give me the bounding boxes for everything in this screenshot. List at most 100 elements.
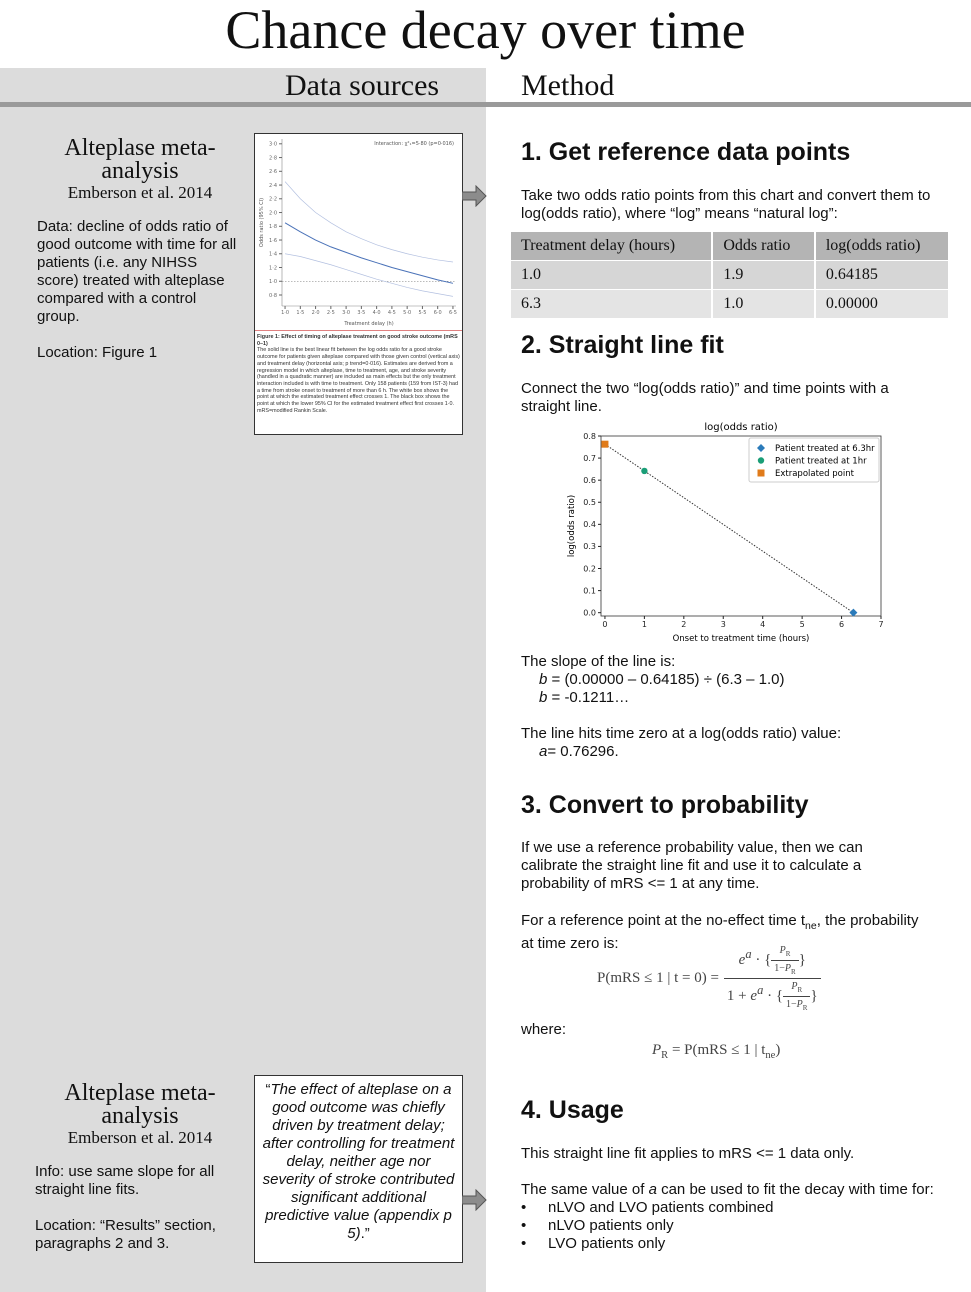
- paragraph: Info: use same slope for all straight li…: [35, 1163, 215, 1198]
- expression: = 0.76296.: [547, 743, 619, 760]
- y-tick-label: 0.1: [583, 586, 596, 595]
- x-axis-label: Onset to treatment time (hours): [673, 634, 810, 644]
- y-tick-label: 2·6: [269, 169, 277, 175]
- paragraph: Location: “Results” section, paragraphs …: [35, 1217, 216, 1252]
- x-tick-label: 3: [721, 620, 726, 629]
- series-line: [284, 253, 454, 297]
- legend-marker: [757, 469, 765, 477]
- annotation: Interaction: χ²₁=5·80 (p=0·016): [374, 141, 454, 147]
- series-line: [284, 222, 454, 284]
- text: For a reference point at the no-effect t…: [521, 912, 806, 929]
- sym: {: [775, 987, 784, 1004]
- sym: R: [661, 1050, 669, 1061]
- fit-line: [604, 443, 854, 614]
- section-heading: 1. Get reference data points: [521, 138, 851, 166]
- bullet-text: nLVO patients only: [548, 1217, 674, 1234]
- figure-thumbnail: 1·0 1·5 2·0 2·5 3·0 3·5 4·0 4·5 5·0 5·5 6·0 6·5 0·8 1…: [254, 133, 463, 435]
- legend-label: Patient treated at 1hr: [775, 457, 867, 467]
- y-tick-label: 2·4: [269, 183, 277, 189]
- equation: b = (0.00000 – 0.64185) ÷ (6.3 – 1.0): [521, 671, 941, 689]
- bullet-list: • nLVO and LVO patients combined • nLVO pat…: [521, 1199, 941, 1253]
- quote-mark: .”: [360, 1225, 370, 1242]
- point: [601, 440, 609, 448]
- section-heading: 4. Usage: [521, 1096, 624, 1124]
- variable: a: [648, 1181, 657, 1198]
- sym: }: [798, 951, 806, 968]
- thumbnail-chart: 1·0 1·5 2·0 2·5 3·0 3·5 4·0 4·5 5·0 5·5 6·0 6·5 0·8 1…: [255, 139, 462, 331]
- legend-label: Patient treated at 6.3hr: [775, 444, 875, 454]
- variable: b: [539, 689, 548, 706]
- arrow: [462, 1189, 487, 1211]
- element: PR = P(mRS ≤ 1 | tne): [652, 1042, 780, 1061]
- quote-box: “The effect of alteplase on a good outco…: [254, 1075, 463, 1263]
- x-tick-label: 7: [878, 620, 883, 629]
- table-cell: 6.3: [511, 289, 714, 319]
- sym: P: [791, 980, 798, 992]
- paragraph: where:: [521, 1021, 567, 1038]
- source-text: Data: decline of odds ratio of good outc…: [37, 218, 237, 362]
- caption-body: The solid line is the best linear fit be…: [257, 347, 460, 414]
- sym: e: [738, 951, 746, 968]
- x-tick-label: 1: [642, 620, 647, 629]
- y-tick-label: 0.4: [583, 520, 596, 529]
- numerator: PR: [777, 945, 794, 960]
- legend-marker: [757, 457, 765, 464]
- variable: a: [539, 743, 548, 760]
- table-cell: 1.0: [712, 289, 816, 319]
- quote-text: The effect of alteplase on a good outcom…: [262, 1081, 455, 1242]
- x-tick-label: 2·5: [327, 310, 335, 316]
- y-tick-label: 1·2: [269, 265, 277, 271]
- paragraph: The line hits time zero at a log(odds ra…: [521, 725, 842, 742]
- source-text: Info: use same slope for all straight li…: [35, 1163, 240, 1253]
- paragraph: Location: Figure 1: [37, 344, 158, 361]
- sym: ·: [767, 987, 773, 1004]
- y-tick-label: 1·4: [269, 252, 277, 258]
- bullet-item: • LVO patients only: [521, 1235, 941, 1253]
- citation: Emberson et al. 2014: [67, 1128, 213, 1147]
- table-header: Odds ratio: [712, 232, 816, 261]
- formula: P(mRS ≤ 1 | t = 0) = ea · {PR 1−PR} 1 + e…: [597, 944, 821, 1012]
- bullet: •: [521, 1199, 527, 1216]
- y-tick-label: 0.8: [583, 432, 596, 441]
- source-heading: Alteplase meta-analysis: [64, 135, 216, 184]
- column-heading: Data sources: [285, 69, 440, 102]
- x-tick-label: 5·5: [418, 310, 426, 316]
- y-tick-label: 0.5: [583, 498, 596, 507]
- x-tick-label: 4·5: [388, 310, 396, 316]
- y-tick-label: 1·8: [269, 224, 277, 230]
- subscript: ne: [805, 920, 817, 932]
- fraction: ea · {PR 1−PR} 1 + ea · {PR 1−PR}: [723, 945, 821, 1012]
- arrow: [462, 185, 487, 207]
- sym: ne: [765, 1050, 776, 1061]
- sym: e: [750, 987, 758, 1004]
- plot-frame: [600, 435, 882, 617]
- bullet: •: [521, 1217, 527, 1234]
- x-tick-label: 5·0: [403, 310, 411, 316]
- y-tick-label: 1·6: [269, 238, 277, 244]
- sym: 1−: [786, 998, 797, 1010]
- y-tick-label: 1·0: [269, 279, 277, 285]
- variable: b: [539, 671, 548, 688]
- page-title: Chance decay over time: [225, 0, 746, 60]
- sym: 1 +: [726, 987, 751, 1004]
- x-tick-label: 4: [760, 620, 765, 629]
- sym: R: [802, 1003, 808, 1012]
- sym: ): [775, 1042, 781, 1058]
- element: a: [757, 982, 763, 996]
- sym: }: [810, 987, 818, 1004]
- table-cell: 1.0: [511, 260, 714, 290]
- section-heading: 3. Convert to probability: [521, 791, 809, 819]
- y-tick-label: 0·8: [269, 293, 277, 299]
- bullet-text: nLVO and LVO patients combined: [548, 1199, 774, 1216]
- element: Treatment delay (hours) Odds ratio log(odd…: [511, 232, 951, 319]
- element: Treatment delay (hours) Odds ratio log(odd…: [511, 232, 951, 261]
- sym: R: [785, 949, 791, 958]
- element: a: [745, 946, 751, 960]
- expression: = -0.1211…: [547, 689, 630, 706]
- sym: P: [796, 998, 803, 1010]
- paragraph: The slope of the line is:: [521, 653, 676, 670]
- fraction: PR 1−PR: [783, 980, 811, 1012]
- element: 1.0 1.9 0.64185: [511, 260, 951, 290]
- legend-box: [748, 437, 880, 483]
